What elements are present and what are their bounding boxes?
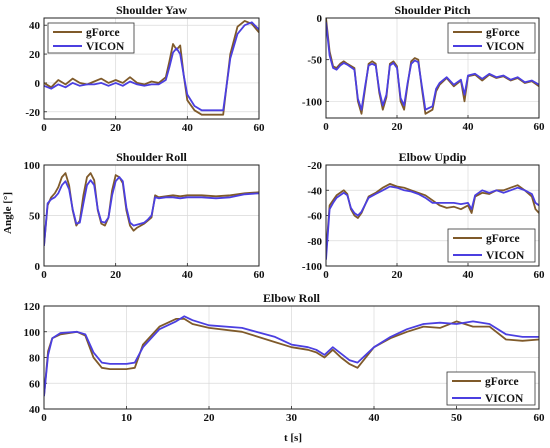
legend-label-gforce: gForce [486,233,520,245]
series-line-gforce [44,172,259,246]
legend-box [446,371,536,406]
y-tick-label: -40 [307,185,322,197]
panel-title: Elbow Updip [399,150,467,164]
y-tick-label: 0 [317,13,323,25]
x-tick-label: 40 [463,269,475,281]
series-line-vicon [44,21,259,112]
series-line-vicon [44,315,539,397]
plot-frame [325,17,540,119]
x-axis-label: t [s] [284,432,302,444]
legend: gForce VICON [446,371,536,406]
legend-box [447,22,536,54]
panel-4: 0 10 20 30 40 50 60 40 60 80 100 120 Elbow Roll gForc… [24,291,546,424]
plot-frame [325,164,540,267]
legend-label-gforce: gForce [485,376,519,388]
panel-2: 0 20 40 60 0 50 100 Shoulder Roll [24,150,266,281]
x-tick-label: 40 [182,269,194,281]
legend-box [447,228,536,263]
plot-frame [43,17,260,120]
y-tick-label: -50 [307,55,322,67]
y-tick-label: 100 [24,160,41,172]
x-tick-label: 60 [254,269,266,281]
y-tick-label: -100 [302,96,323,108]
x-tick-label: 0 [323,269,329,281]
legend: gForce VICON [447,228,536,263]
legend-label-gforce: gForce [486,27,520,39]
y-tick-label: 40 [29,404,41,416]
panel-title: Elbow Roll [263,291,321,305]
y-tick-label: 80 [29,353,41,365]
y-tick-label: -20 [307,160,322,172]
panel-3: 0 20 40 60 -20 -40 -60 -80 -100 Elbow Updip gForce… [302,150,545,281]
x-tick-label: 20 [110,122,122,134]
series-line-vicon [326,185,539,260]
panel-title: Shoulder Pitch [394,3,470,17]
x-tick-label: 40 [369,412,381,424]
y-tick-label: 0 [35,78,41,90]
y-tick-label: 20 [29,49,41,61]
plot-frame [43,164,260,267]
legend-label-vicon: VICON [86,41,125,53]
series-line-gforce [44,19,259,116]
x-tick-label: 20 [392,269,404,281]
x-tick-label: 40 [182,122,194,134]
x-tick-label: 10 [121,412,133,424]
series-line-vicon [44,176,259,246]
series-line-gforce [44,317,539,397]
x-tick-label: 20 [392,121,404,133]
legend-box [47,22,135,54]
y-tick-label: -20 [25,107,40,119]
x-tick-label: 20 [204,412,216,424]
x-tick-label: 0 [41,269,47,281]
y-tick-label: 60 [29,378,41,390]
legend-label-gforce: gForce [86,27,120,39]
y-axis-label: Angle [°] [2,192,14,234]
panel-1: 0 20 40 60 0 -50 -100 Shoulder Pitch gForce VICON [302,3,545,133]
x-tick-label: 50 [451,412,463,424]
y-tick-label: 0 [35,261,41,273]
y-tick-label: -100 [302,261,323,273]
legend-label-vicon: VICON [486,250,525,262]
legend: gForce VICON [447,22,536,54]
series-line-vicon [326,22,539,111]
x-tick-label: 0 [41,412,47,424]
x-tick-label: 30 [286,412,298,424]
y-tick-label: 100 [24,327,41,339]
x-tick-label: 60 [534,121,546,133]
legend: gForce VICON [47,22,135,54]
x-tick-label: 0 [41,122,47,134]
y-tick-label: 120 [24,301,41,313]
x-tick-label: 60 [534,412,546,424]
panel-title: Shoulder Yaw [116,3,187,17]
x-tick-label: 20 [110,269,122,281]
x-tick-label: 0 [323,121,329,133]
y-tick-label: 50 [29,211,41,223]
panel-title: Shoulder Roll [116,150,187,164]
y-tick-label: -60 [307,211,322,223]
y-tick-label: -80 [307,236,322,248]
x-tick-label: 60 [534,269,546,281]
legend-label-vicon: VICON [486,41,525,53]
x-tick-label: 60 [254,122,266,134]
plot-frame [43,305,540,410]
y-tick-label: 40 [29,20,41,32]
x-tick-label: 40 [463,121,475,133]
legend-label-vicon: VICON [485,393,524,405]
